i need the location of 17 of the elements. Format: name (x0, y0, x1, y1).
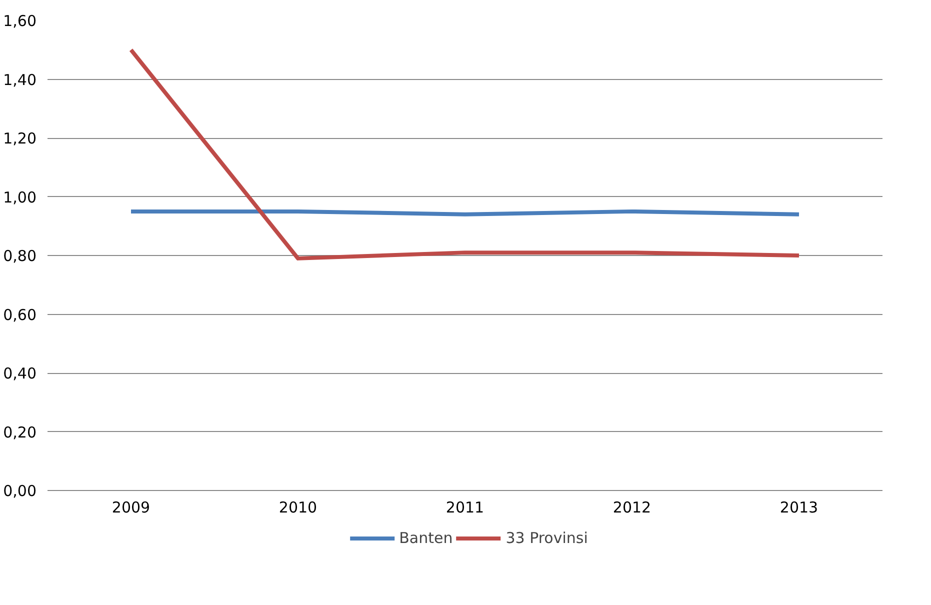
y-tick-label: 1,60 (3, 12, 37, 30)
y-tick-label: 1,40 (3, 70, 37, 89)
x-tick-label: 2010 (278, 498, 318, 516)
x-tick-label: 2012 (612, 498, 652, 516)
x-tick-label: 2011 (446, 498, 484, 516)
y-tick-label: 0,00 (3, 482, 37, 500)
y-tick-label: 1,00 (3, 188, 37, 206)
y-tick-label: 1,20 (3, 130, 37, 148)
y-tick-label: 0,40 (3, 364, 37, 382)
y-tick-label: 0,20 (3, 423, 37, 442)
line-series (129, 48, 801, 260)
x-tick-label: 2009 (112, 498, 150, 516)
legend-label: Banten (399, 528, 453, 546)
x-tick-label: 2013 (780, 498, 818, 516)
y-tick-label: 0,60 (3, 306, 37, 324)
legend-label: 33 Provinsi (506, 528, 588, 546)
y-tick-label: 0,80 (3, 247, 37, 265)
